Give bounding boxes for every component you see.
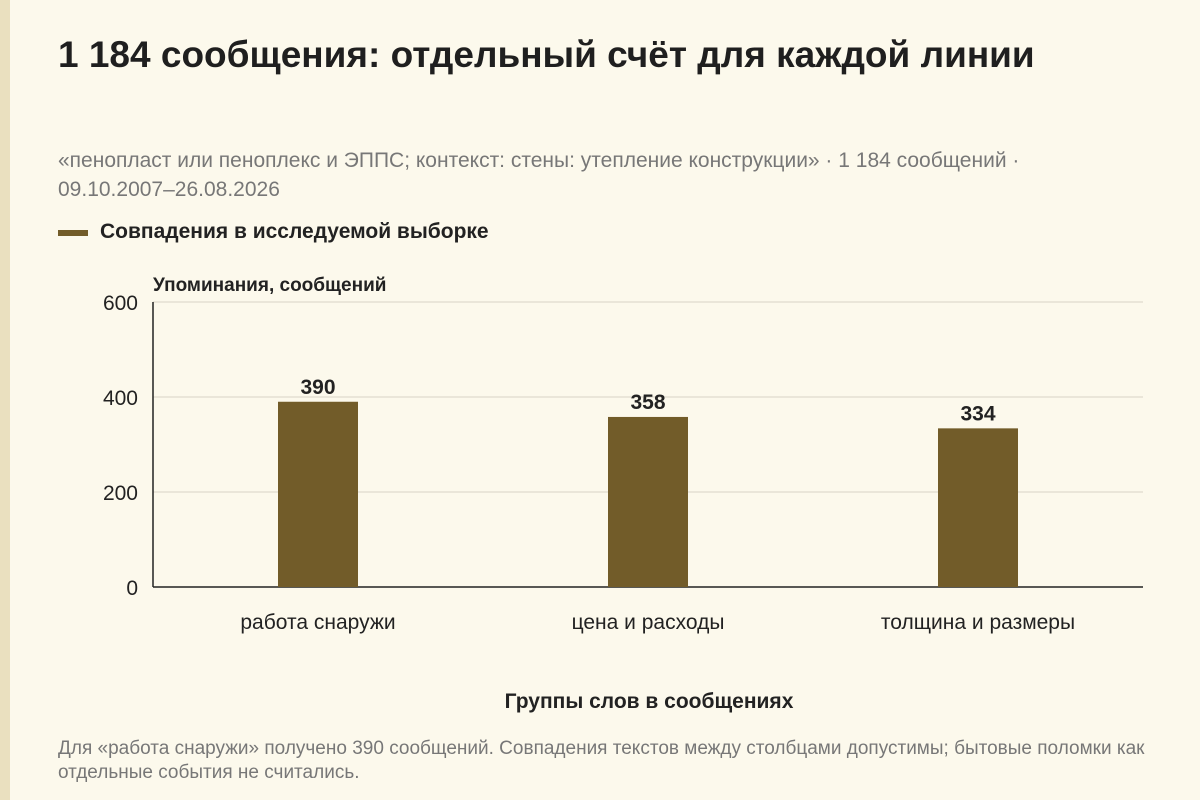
footnote: Для «работа снаружи» получено 390 сообще… — [58, 738, 1145, 783]
legend-swatch — [58, 230, 88, 236]
y-tick-label: 0 — [126, 577, 138, 600]
x-tick-label: толщина и размеры — [881, 611, 1075, 634]
y-tick-label: 400 — [103, 387, 138, 410]
y-axis-title: Упоминания, сообщений — [153, 275, 386, 296]
x-axis-title: Группы слов в сообщениях — [505, 690, 794, 713]
bar-value-label: 390 — [300, 376, 335, 399]
bar — [938, 428, 1018, 587]
x-tick-label: работа снаружи — [240, 611, 395, 634]
x-tick-label: цена и расходы — [572, 611, 725, 634]
y-tick-label: 600 — [103, 292, 138, 315]
left-accent-stripe — [0, 0, 10, 800]
bar-value-label: 358 — [630, 391, 665, 414]
chart-title: 1 184 сообщения: отдельный счёт для кажд… — [58, 34, 1035, 75]
legend-label: Совпадения в исследуемой выборке — [100, 220, 489, 243]
y-tick-label: 200 — [103, 482, 138, 505]
bar-value-label: 334 — [960, 402, 995, 425]
bar — [608, 416, 688, 587]
chart-subtitle: «пенопласт или пеноплекс и ЭППС; контекс… — [58, 149, 1020, 201]
legend: Совпадения в исследуемой выборке — [58, 220, 489, 244]
bar — [278, 401, 358, 587]
